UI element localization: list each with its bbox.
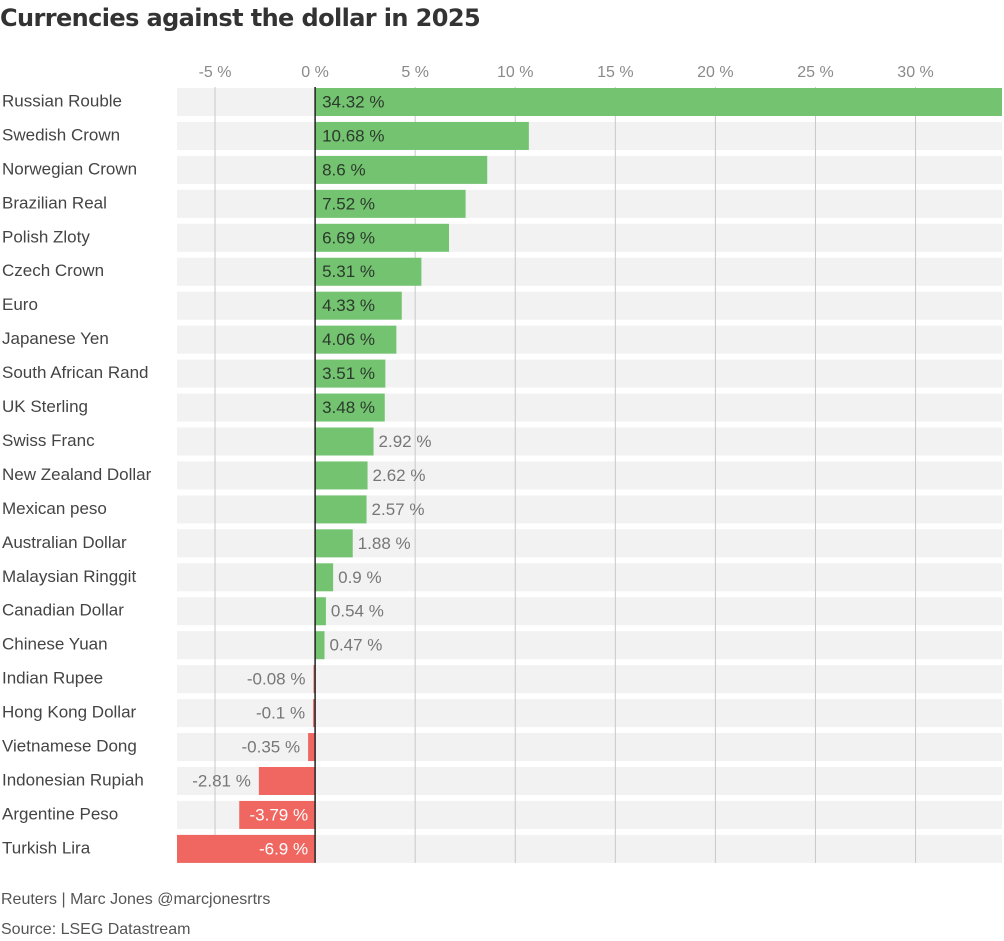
row-band	[177, 597, 1002, 625]
x-tick-label: 15 %	[597, 64, 633, 81]
x-tick-label: 10 %	[497, 64, 533, 81]
value-label: 4.06 %	[322, 330, 375, 349]
bar-chart: -5 % 0 % 5 % 10 % 15 % 20 % 25 % 30 % Russian Ro…	[0, 0, 1004, 880]
category-label: Indian Rupee	[2, 669, 103, 688]
category-label: Mexican peso	[2, 499, 107, 518]
row-band	[177, 258, 1002, 286]
category-label: Hong Kong Dollar	[2, 703, 137, 722]
row-band	[177, 190, 1002, 218]
category-label: Russian Rouble	[2, 91, 122, 110]
value-label: -0.1 %	[256, 704, 305, 723]
value-label: -6.9 %	[259, 839, 308, 858]
value-label: 4.33 %	[322, 296, 375, 315]
value-label: 3.51 %	[322, 364, 375, 383]
category-label: Argentine Peso	[2, 804, 118, 823]
category-label: Turkish Lira	[2, 838, 91, 857]
row-band	[177, 631, 1002, 659]
category-label: Chinese Yuan	[2, 635, 108, 654]
category-label: Norwegian Crown	[2, 159, 137, 178]
category-label: Australian Dollar	[2, 533, 127, 552]
value-label: -0.08 %	[247, 670, 306, 689]
row-band	[177, 394, 1002, 422]
value-label: 2.92 %	[379, 432, 432, 451]
x-tick-label: -5 %	[199, 64, 232, 81]
x-tick-label: 30 %	[897, 64, 933, 81]
bar	[259, 767, 315, 795]
category-labels: Russian Rouble Swedish Crown Norwegian Cro…	[2, 91, 152, 857]
row-band	[177, 292, 1002, 320]
bar	[315, 563, 333, 591]
value-label: 0.9 %	[338, 568, 381, 587]
row-band	[177, 461, 1002, 489]
source-line: Source: LSEG Datastream	[1, 921, 190, 939]
value-label: 2.57 %	[372, 500, 425, 519]
value-label: -0.35 %	[242, 738, 301, 757]
x-tick-label: 5 %	[401, 64, 429, 81]
category-label: UK Sterling	[2, 397, 88, 416]
value-label: 2.62 %	[373, 466, 426, 485]
value-label: 3.48 %	[322, 398, 375, 417]
bar	[315, 428, 373, 456]
credit-line: Reuters | Marc Jones @marcjonesrtrs	[1, 891, 270, 909]
value-label: 8.6 %	[322, 160, 365, 179]
category-label: Brazilian Real	[2, 193, 107, 212]
value-label: 0.47 %	[330, 636, 383, 655]
bar	[315, 495, 366, 523]
row-band	[177, 733, 1002, 761]
bar	[315, 631, 324, 659]
x-tick-label: 25 %	[797, 64, 833, 81]
row-band	[177, 529, 1002, 557]
row-band	[177, 428, 1002, 456]
category-label: Euro	[2, 295, 38, 314]
bar	[315, 529, 353, 557]
value-label: 1.88 %	[358, 534, 411, 553]
value-label: -2.81 %	[192, 771, 251, 790]
row-bands	[177, 88, 1002, 863]
row-band	[177, 122, 1002, 150]
category-label: Swedish Crown	[2, 125, 120, 144]
x-tick-label: 20 %	[697, 64, 733, 81]
category-label: Swiss Franc	[2, 431, 95, 450]
category-label: Polish Zloty	[2, 227, 90, 246]
category-label: Japanese Yen	[2, 329, 109, 348]
x-tick-label: 0 %	[301, 64, 329, 81]
row-band	[177, 360, 1002, 388]
value-label: 10.68 %	[322, 126, 384, 145]
category-label: Canadian Dollar	[2, 601, 124, 620]
bar	[308, 733, 315, 761]
row-band	[177, 224, 1002, 252]
value-label: 5.31 %	[322, 262, 375, 281]
bar	[315, 88, 1002, 116]
row-band	[177, 563, 1002, 591]
row-band	[177, 326, 1002, 354]
value-label: 34.32 %	[322, 92, 384, 111]
category-label: Indonesian Rupiah	[2, 770, 144, 789]
row-band	[177, 156, 1002, 184]
value-label: 7.52 %	[322, 194, 375, 213]
row-band	[177, 495, 1002, 523]
category-label: Czech Crown	[2, 261, 104, 280]
bar	[315, 461, 367, 489]
category-label: Vietnamese Dong	[2, 737, 137, 756]
category-label: Malaysian Ringgit	[2, 567, 136, 586]
category-label: South African Rand	[2, 363, 148, 382]
value-label: -3.79 %	[250, 805, 309, 824]
bar	[315, 597, 326, 625]
value-label: 6.69 %	[322, 228, 375, 247]
category-label: New Zealand Dollar	[2, 465, 152, 484]
value-label: 0.54 %	[331, 602, 384, 621]
